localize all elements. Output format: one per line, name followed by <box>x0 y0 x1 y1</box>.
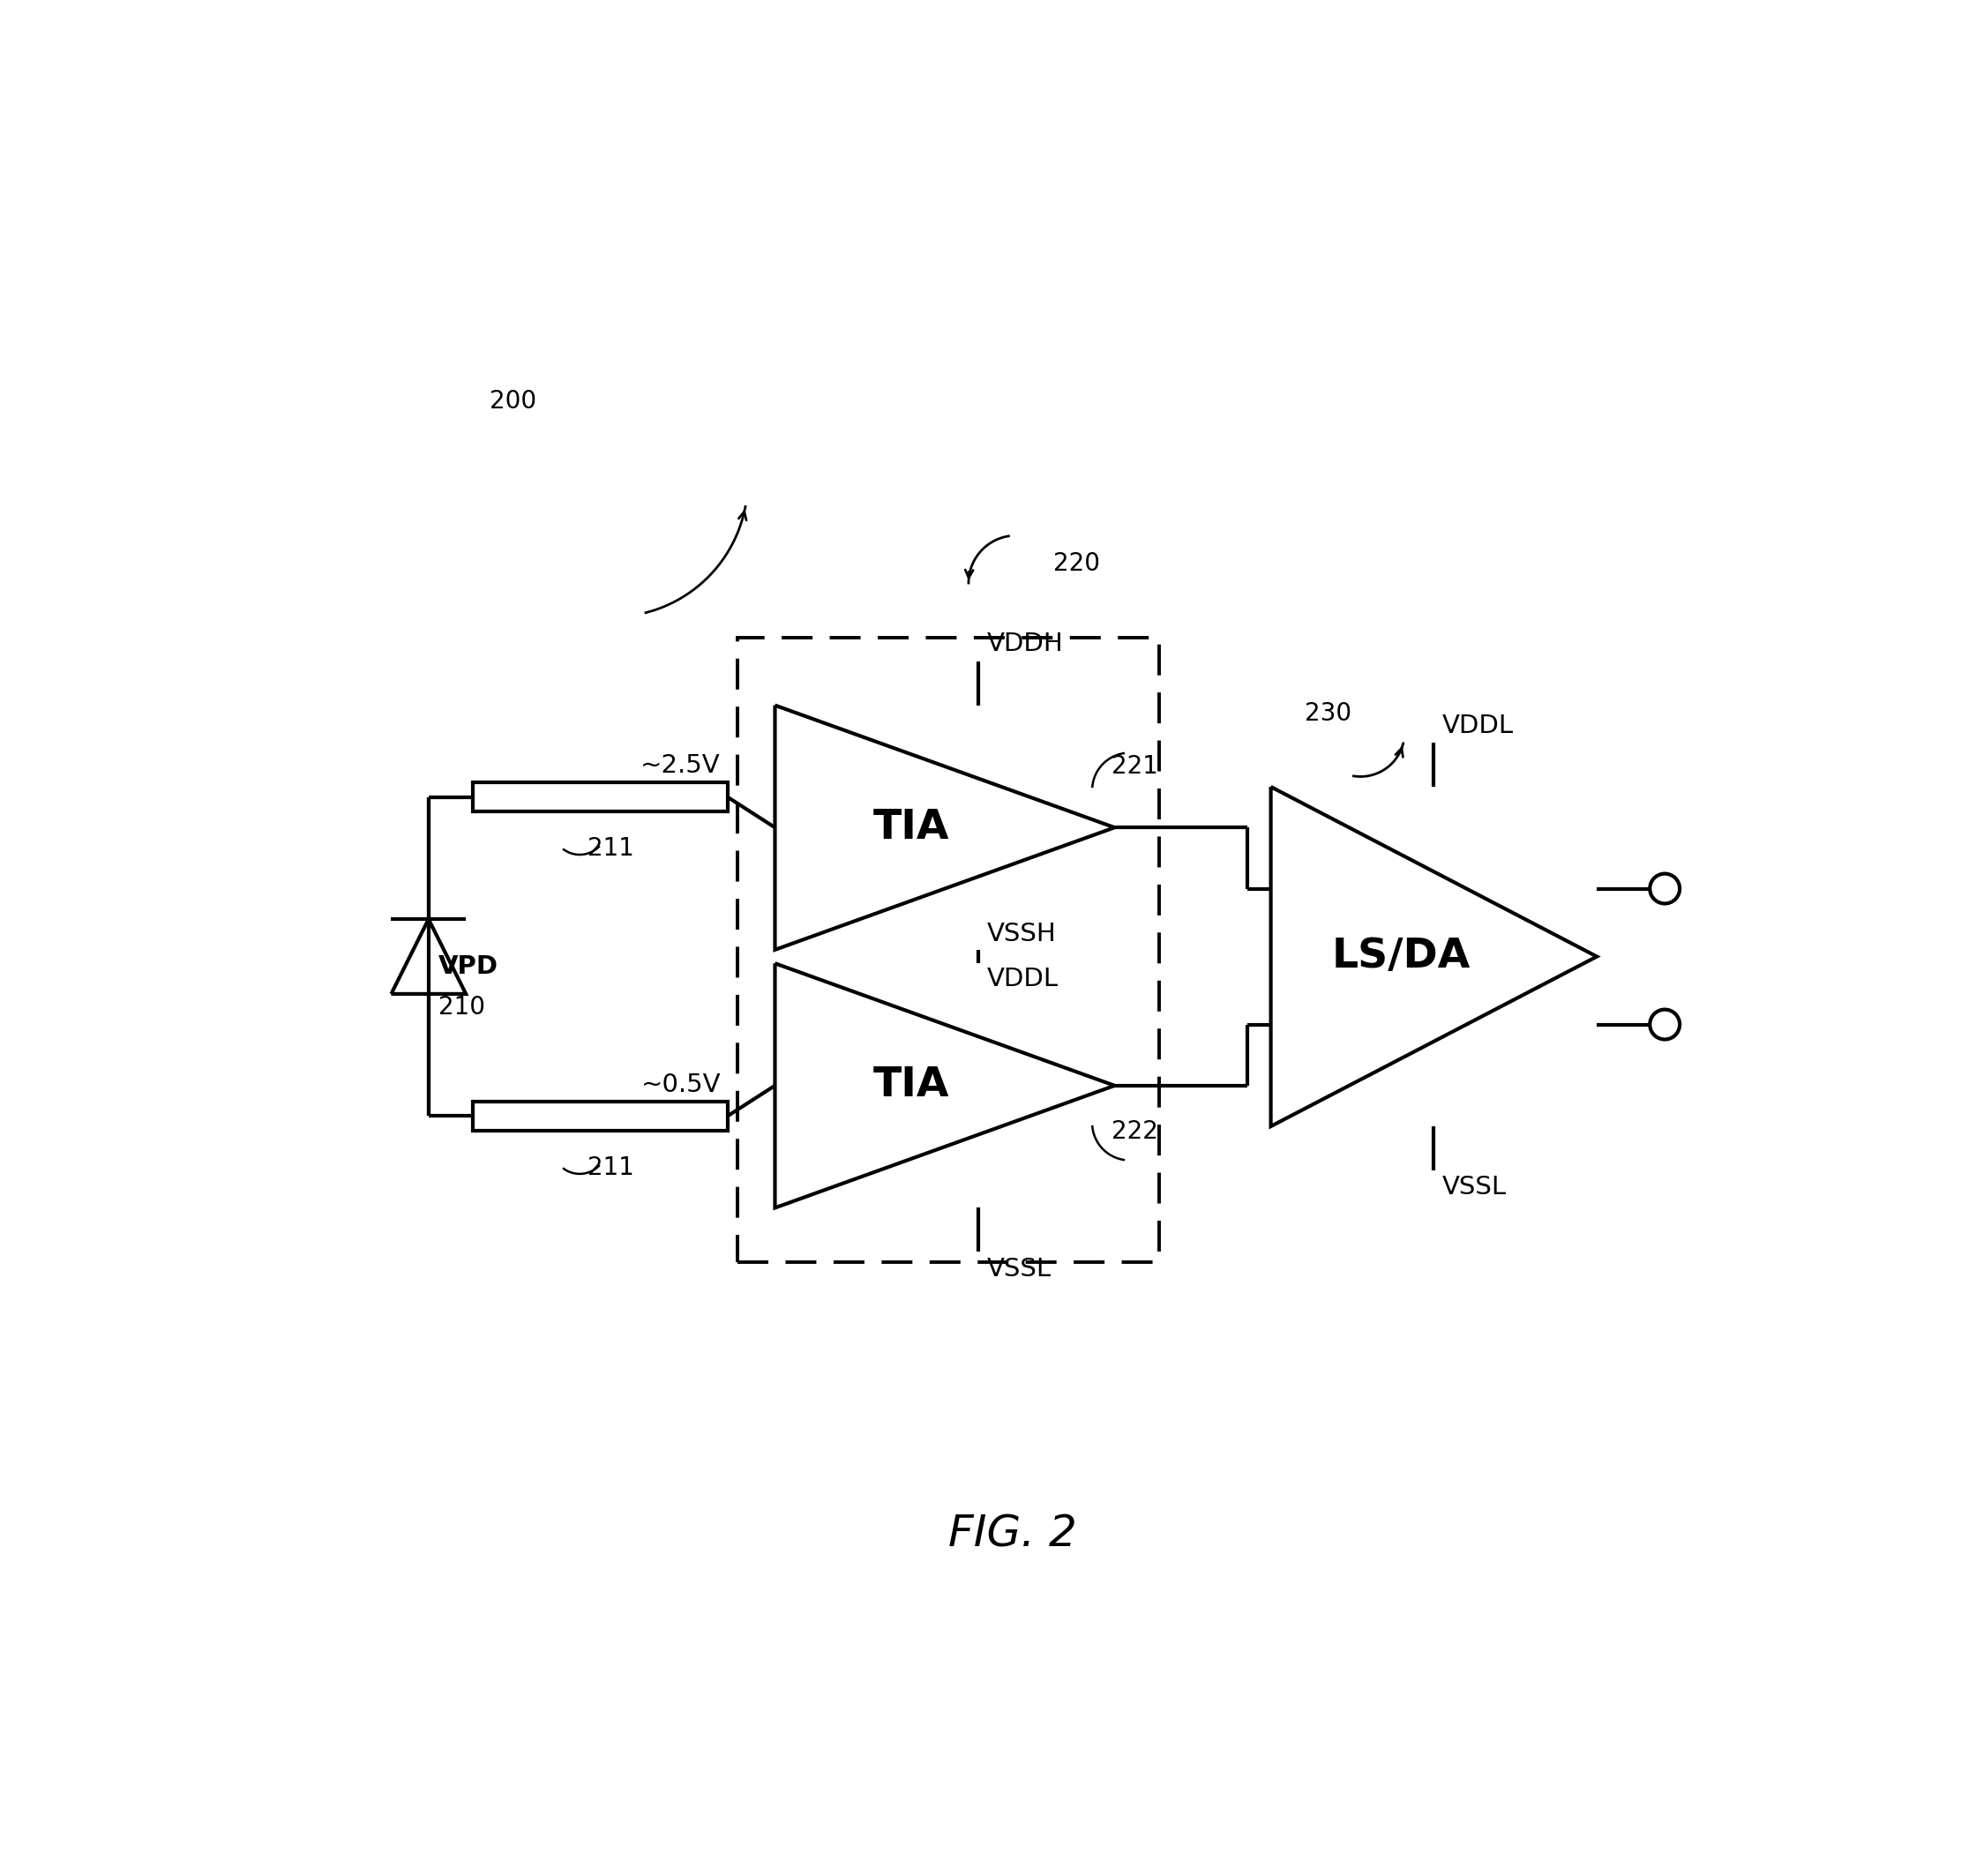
Bar <box>472 782 727 810</box>
Text: 211: 211 <box>587 837 634 861</box>
Text: ~0.5V: ~0.5V <box>640 1073 721 1097</box>
Text: VDDL: VDDL <box>986 966 1059 991</box>
Text: 220: 220 <box>1053 552 1101 576</box>
Bar <box>737 638 1158 1263</box>
Text: VPD: VPD <box>439 955 498 979</box>
Text: VSSL: VSSL <box>1442 1174 1506 1201</box>
Text: 210: 210 <box>439 994 486 1021</box>
Text: ~2.5V: ~2.5V <box>640 754 721 779</box>
Text: TIA: TIA <box>873 1066 948 1105</box>
Text: VDDH: VDDH <box>986 632 1063 657</box>
Text: LS/DA: LS/DA <box>1332 936 1470 976</box>
Bar <box>472 1101 727 1131</box>
Text: VSSH: VSSH <box>986 921 1057 946</box>
Text: VSSL: VSSL <box>986 1257 1051 1281</box>
Text: 211: 211 <box>587 1156 634 1180</box>
Text: 222: 222 <box>1111 1120 1158 1144</box>
Text: VDDL: VDDL <box>1442 713 1514 737</box>
Text: 230: 230 <box>1304 702 1352 726</box>
Text: TIA: TIA <box>873 809 948 848</box>
Text: FIG. 2: FIG. 2 <box>948 1512 1077 1555</box>
Text: 221: 221 <box>1111 754 1158 779</box>
Text: 200: 200 <box>490 388 537 413</box>
